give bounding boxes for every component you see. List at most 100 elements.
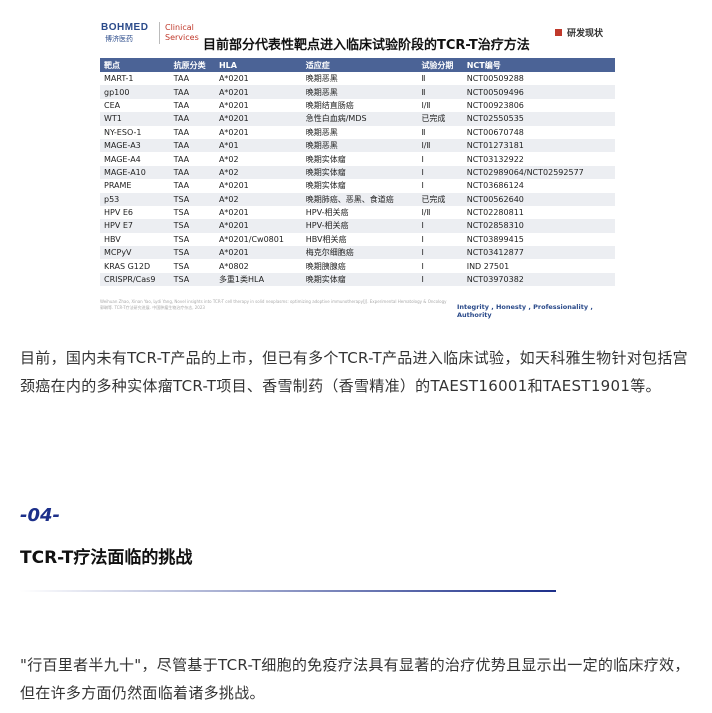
table-row: HPV E7 TSA A*0201 HPV-相关癌 Ⅰ NCT02858310	[100, 219, 615, 233]
logo-service-line: Services	[165, 33, 199, 42]
header-cell: 抗原分类	[169, 58, 215, 72]
footnote-line: Weihuan Zhao, Xinan Yao, Lydi Yang, Nove…	[100, 299, 447, 304]
header-cell: 适应症	[301, 58, 418, 72]
table-cell: NY-ESO-1	[104, 127, 142, 137]
table-cell: MCPyV	[100, 246, 170, 260]
table-cell: TAA	[173, 74, 190, 84]
table-cell: A*0802	[218, 261, 249, 271]
table-cell: TAA	[173, 127, 190, 137]
table-cell: 梅克尔细胞癌	[301, 246, 418, 260]
table-cell: 晚期肺癌、恶黑、食道癌	[301, 192, 418, 206]
table-cell: Ⅰ/Ⅱ	[421, 208, 431, 218]
table-cell: A*0201	[218, 208, 249, 218]
table-cell: TAA	[173, 181, 190, 191]
table-cell: NCT02550535	[462, 112, 615, 126]
table-cell: TAA	[169, 138, 215, 153]
table-row: KRAS G12D TSA A*0802 晚期胰腺癌 Ⅰ IND 27501	[100, 259, 615, 272]
table-cell: 晚期实体瘤	[305, 154, 346, 164]
table-row: HBV TSA A*0201/Cw0801 HBV相关癌 Ⅰ NCT03899415	[100, 233, 615, 246]
table: 靶点 抗原分类 HLA 适应症 试验分期 NCT编号 MART-1 TAA A*0201 晚期恶黑…	[100, 58, 615, 287]
table-cell: NCT00509496	[462, 85, 615, 99]
table-row: MAGE-A3 TAA A*01 晚期恶黑 Ⅰ/Ⅱ NCT01273181	[100, 138, 615, 153]
table-cell: NCT03132922	[466, 154, 524, 164]
table-row: MCPyV TSA A*0201 梅克尔细胞癌 Ⅰ NCT03412877	[100, 246, 615, 260]
table-cell: NCT02280811	[466, 208, 524, 218]
table-cell: NCT01273181	[462, 138, 615, 153]
motto: Integrity , Honesty , Professionality , …	[457, 303, 593, 319]
table-cell: 晚期实体瘤	[301, 272, 418, 287]
table-cell: Ⅰ	[417, 272, 463, 287]
table-cell: 晚期结直肠癌	[305, 100, 354, 110]
table-header: 靶点 抗原分类 HLA 适应症 试验分期 NCT编号	[100, 58, 615, 72]
table-row: p53 TSA A*02 晚期肺癌、恶黑、食道癌 已完成 NCT00562640	[100, 192, 615, 206]
table-cell: A*0201	[218, 74, 249, 84]
table-cell: MAGE-A10	[100, 165, 170, 180]
table-cell: 晚期恶黑	[305, 127, 338, 137]
table-row: HPV E6 TSA A*0201 HPV-相关癌 Ⅰ/Ⅱ NCT02280811	[100, 206, 615, 219]
table-cell: Ⅰ/Ⅱ	[417, 138, 463, 153]
table-cell: CRISPR/Cas9	[100, 272, 170, 287]
table-cell: Ⅰ	[421, 181, 424, 191]
divider	[20, 590, 556, 592]
table-cell: Ⅱ	[421, 74, 426, 84]
table-cell: A*0201	[218, 181, 249, 191]
table-cell: A*0201	[214, 219, 302, 233]
table-cell: A*0201	[218, 127, 249, 137]
table-row: CEA TAA A*0201 晚期结直肠癌 Ⅰ/Ⅱ NCT00923806	[100, 99, 615, 112]
table-cell: TSA	[169, 272, 215, 287]
table-cell: TSA	[173, 234, 190, 244]
table-cell: HBV相关癌	[305, 234, 347, 244]
table-cell: p53	[100, 192, 170, 206]
table-cell: TSA	[173, 208, 190, 218]
table-row: gp100 TAA A*0201 晚期恶黑 Ⅱ NCT00509496	[100, 85, 615, 99]
table-cell: HPV-相关癌	[305, 208, 349, 218]
table-cell: TAA	[169, 165, 215, 180]
table-cell: 晚期实体瘤	[305, 181, 346, 191]
table-cell: gp100	[100, 85, 170, 99]
table-cell: A*0201	[214, 85, 302, 99]
table-cell: Ⅰ	[417, 219, 463, 233]
table-row: MART-1 TAA A*0201 晚期恶黑 Ⅱ NCT00509288	[100, 72, 615, 85]
logo-cn: 博济医药	[105, 35, 133, 43]
table-cell: A*0201	[214, 112, 302, 126]
table-cell: TAA	[173, 154, 190, 164]
table-cell: MART-1	[104, 74, 134, 84]
table-cell: 已完成	[417, 112, 463, 126]
table-cell: 晚期恶黑	[305, 74, 338, 84]
table-cell: TSA	[169, 246, 215, 260]
table-cell: 晚期恶黑	[301, 85, 418, 99]
table-cell: KRAS G12D	[104, 261, 151, 271]
table-cell: 急性白血病/MDS	[301, 112, 418, 126]
paragraph: "行百里者半九十"，尽管基于TCR-T细胞的免疫疗法具有显著的治疗优势且显示出一…	[20, 656, 690, 702]
table-cell: Ⅰ	[417, 246, 463, 260]
table-cell: 晚期实体瘤	[301, 165, 418, 180]
table-cell: 已完成	[417, 192, 463, 206]
header-cell: NCT编号	[462, 58, 615, 72]
table-cell: NCT03412877	[462, 246, 615, 260]
logo-brand: BOHMED	[101, 22, 149, 33]
slide-title: 目前部分代表性靶点进入临床试验阶段的TCR-T治疗方法	[203, 38, 530, 53]
table-cell: HBV	[104, 234, 121, 244]
table-cell: TSA	[169, 219, 215, 233]
section-tag: 研发现状	[555, 26, 603, 39]
table-cell: HPV E6	[104, 208, 133, 218]
table-cell: CEA	[104, 100, 121, 110]
table-cell: Ⅱ	[417, 85, 463, 99]
table-cell: TAA	[173, 100, 190, 110]
header-cell: 试验分期	[417, 58, 463, 72]
table-row: PRAME TAA A*0201 晚期实体瘤 Ⅰ NCT03686124	[100, 179, 615, 192]
section-number: -04-	[20, 505, 60, 526]
section-heading: TCR-T疗法面临的挑战	[20, 548, 193, 568]
table-cell: IND 27501	[466, 261, 510, 271]
footnote: Weihuan Zhao, Xinan Yao, Lydi Yang, Nove…	[100, 299, 470, 311]
table-cell: TAA	[169, 85, 215, 99]
footnote-line: 郭琳等. TCR-T疗法研究进展. 中国肿瘤生物治疗杂志, 2023	[100, 305, 205, 310]
table-cell: Ⅱ	[421, 127, 426, 137]
table-cell: HPV E7	[100, 219, 170, 233]
header-cell: 靶点	[100, 58, 170, 72]
logo-service: Clinical Services	[165, 23, 199, 43]
logo-service-line: Clinical	[165, 23, 194, 32]
table-cell: Ⅰ	[421, 234, 424, 244]
table-row: WT1 TAA A*0201 急性白血病/MDS 已完成 NCT02550535	[100, 112, 615, 126]
paragraph: 目前，国内未有TCR-T产品的上市，但已有多个TCR-T产品进入临床试验，如天科…	[20, 349, 688, 395]
